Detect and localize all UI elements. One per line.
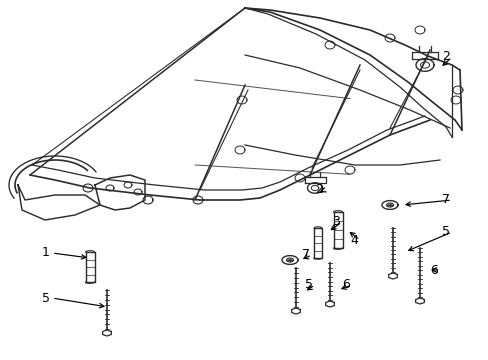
Text: 6: 6: [429, 264, 437, 276]
Text: 7: 7: [302, 248, 309, 261]
Text: 5: 5: [441, 225, 449, 238]
Text: 5: 5: [305, 279, 312, 292]
Text: 6: 6: [342, 279, 349, 292]
Text: 1: 1: [42, 247, 50, 260]
Text: 2: 2: [441, 50, 449, 63]
Text: 5: 5: [42, 292, 50, 305]
Text: 2: 2: [314, 184, 322, 197]
Text: 4: 4: [349, 234, 357, 247]
Text: 3: 3: [331, 216, 339, 229]
Text: 7: 7: [441, 193, 449, 207]
